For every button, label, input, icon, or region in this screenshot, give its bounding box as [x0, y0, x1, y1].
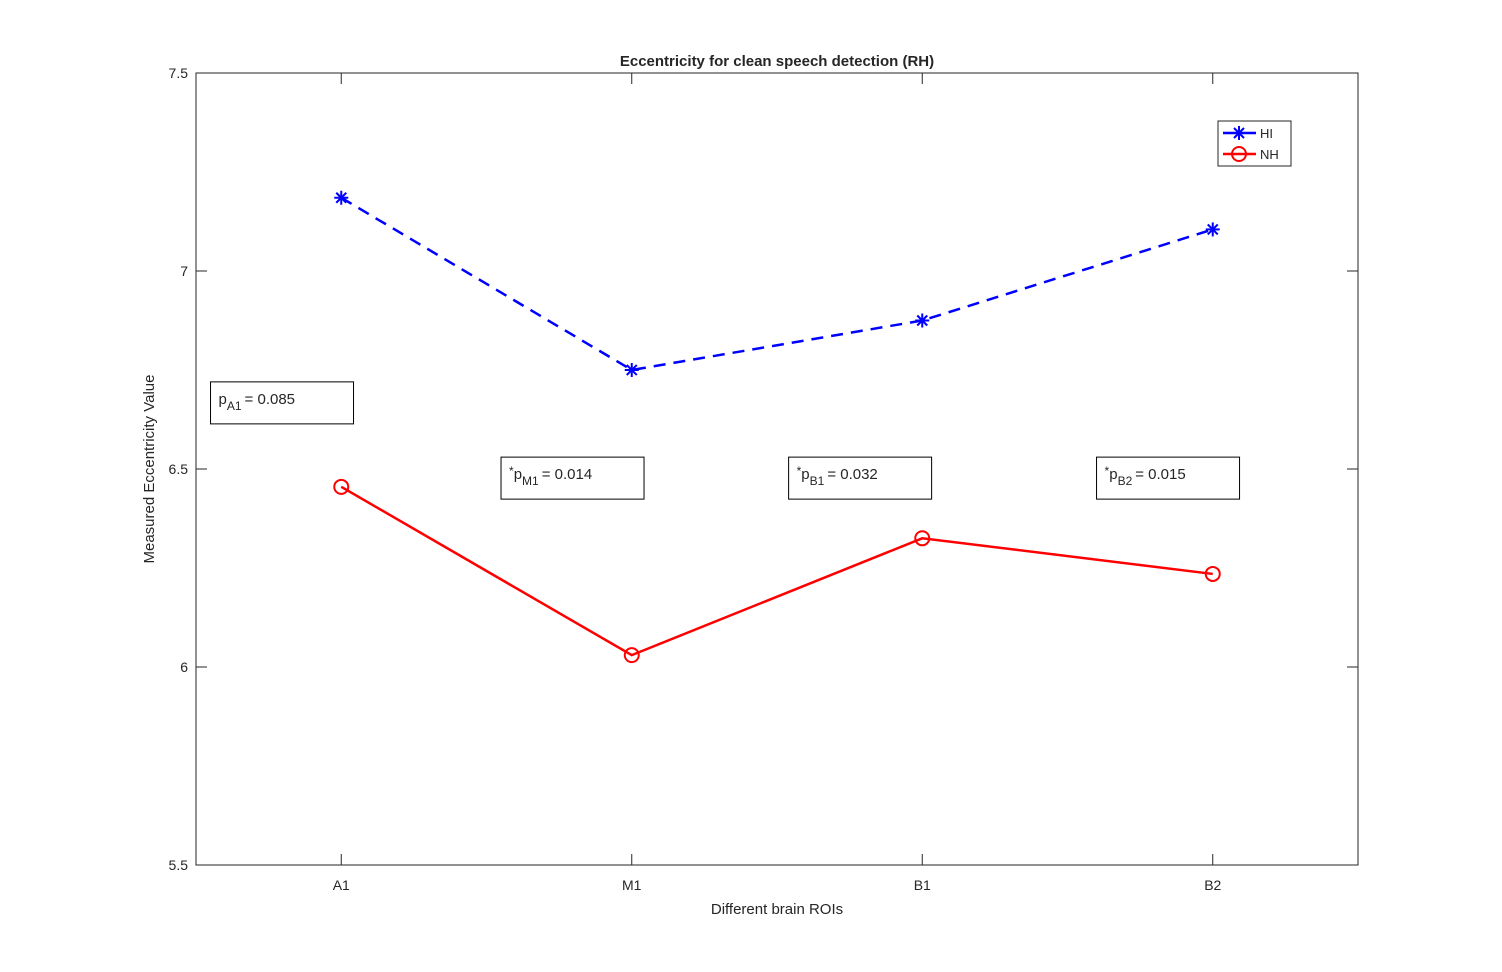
annotation-text: *pB1 = 0.032	[797, 464, 878, 488]
annotation-subscript: M1	[522, 474, 539, 488]
data-point	[334, 190, 349, 205]
axes: 5.5 6 6.5 7 7.5 A1 M1 B1 B2	[169, 65, 1359, 893]
y-axis-label: Measured Eccentricity Value	[141, 375, 158, 564]
data-point	[1204, 565, 1221, 582]
x-tick-label: A1	[333, 877, 350, 893]
annotation-value: = 0.032	[827, 466, 877, 483]
legend: HI NH	[1217, 120, 1292, 167]
annotation-p: p	[1109, 466, 1117, 483]
data-point	[624, 363, 639, 377]
annotation-subscript: B2	[1118, 474, 1133, 488]
legend-marker	[1232, 126, 1246, 140]
annotation-frame	[788, 456, 933, 500]
data-point	[1205, 222, 1220, 237]
legend-label: HI	[1260, 126, 1273, 141]
annotation-value: = 0.014	[542, 466, 592, 483]
annotation-p: p	[514, 466, 522, 483]
data-point	[333, 478, 350, 495]
annotation-prefix: *	[509, 464, 514, 478]
legend-marker	[1231, 146, 1247, 162]
data-point	[623, 647, 640, 664]
series-hi	[334, 190, 1220, 377]
x-axis-label: Different brain ROIs	[711, 901, 843, 918]
annotation-frame	[210, 381, 355, 425]
data-point	[915, 313, 930, 328]
x-tick-label: M1	[622, 877, 642, 893]
y-tick-label: 6.5	[169, 461, 189, 477]
y-tick-label: 5.5	[169, 857, 189, 873]
annotation-prefix: *	[797, 464, 802, 478]
annotation-box: *pB2 = 0.015	[1096, 456, 1241, 500]
annotation-value: = 0.085	[245, 391, 295, 408]
annotation-frame	[500, 456, 645, 500]
series-line	[340, 196, 1214, 372]
y-tick-label: 6	[180, 659, 188, 675]
annotation-prefix: *	[1105, 464, 1110, 478]
legend-label: NH	[1260, 147, 1279, 162]
y-tick-label: 7	[180, 263, 188, 279]
annotation-box: pA1 = 0.085	[210, 381, 355, 425]
legend-entry: HI	[1223, 126, 1273, 141]
x-tick-label: B1	[914, 877, 931, 893]
annotation-subscript: A1	[227, 399, 242, 413]
annotation-value: = 0.015	[1135, 466, 1185, 483]
annotation-subscript: B1	[810, 474, 825, 488]
data-point	[914, 530, 931, 547]
series-nh	[333, 478, 1221, 664]
annotations: pA1 = 0.085*pM1 = 0.014 *pB1 = 0.032 *pB2 = 0.…	[210, 381, 1241, 500]
chart-title: Eccentricity for clean speech detection …	[620, 53, 934, 70]
x-tick-label: B2	[1204, 877, 1221, 893]
annotation-box: *pB1 = 0.032	[788, 456, 933, 500]
annotation-frame	[1096, 456, 1241, 500]
annotation-p: p	[219, 391, 227, 408]
annotation-p: p	[801, 466, 809, 483]
series-layer	[333, 190, 1221, 664]
annotation-box: *pM1 = 0.014	[500, 456, 645, 500]
y-tick-label: 7.5	[169, 65, 189, 81]
annotation-text: *pB2 = 0.015	[1105, 464, 1186, 488]
legend-frame	[1217, 120, 1292, 167]
legend-entry: NH	[1223, 146, 1279, 162]
annotation-text: pA1 = 0.085	[219, 391, 296, 413]
series-line	[340, 485, 1213, 657]
annotation-text: *pM1 = 0.014	[509, 464, 592, 488]
